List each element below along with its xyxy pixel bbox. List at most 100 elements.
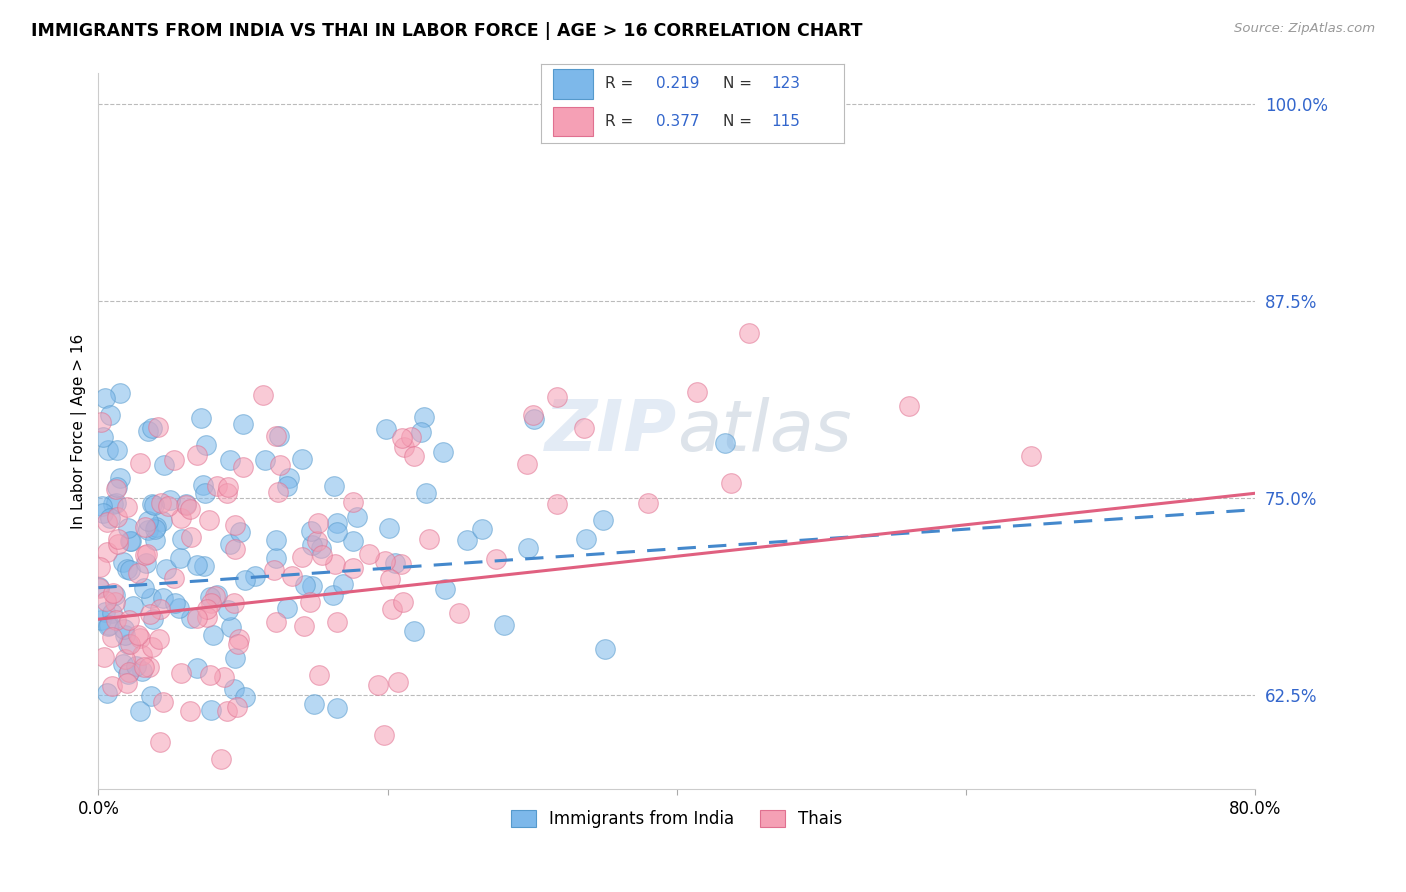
Point	[263, 563, 285, 577]
Point	[266, 428, 288, 442]
Point	[325, 524, 347, 539]
Point	[105, 483, 128, 497]
Point	[97, 443, 120, 458]
Point	[117, 521, 139, 535]
Point	[522, 412, 544, 426]
Point	[101, 586, 124, 600]
Point	[128, 456, 150, 470]
Text: ZIP: ZIP	[544, 397, 676, 466]
Point	[232, 417, 254, 431]
Point	[169, 665, 191, 680]
Point	[301, 538, 323, 552]
Point	[94, 593, 117, 607]
Point	[142, 612, 165, 626]
Point	[342, 533, 364, 548]
Point	[93, 649, 115, 664]
Point	[97, 619, 120, 633]
Y-axis label: In Labor Force | Age > 16: In Labor Force | Age > 16	[72, 334, 87, 529]
Point	[179, 704, 201, 718]
Point	[194, 486, 217, 500]
Point	[384, 557, 406, 571]
Point	[267, 485, 290, 500]
Point	[204, 589, 226, 603]
Point	[89, 560, 111, 574]
Point	[105, 442, 128, 457]
Point	[299, 595, 322, 609]
Point	[118, 563, 141, 577]
Point	[276, 601, 298, 615]
Point	[387, 674, 409, 689]
Text: R =: R =	[605, 114, 638, 129]
Point	[367, 678, 389, 692]
Point	[152, 591, 174, 605]
Point	[391, 431, 413, 445]
Point	[197, 513, 219, 527]
Point	[101, 680, 124, 694]
Point	[637, 496, 659, 510]
Point	[169, 551, 191, 566]
Point	[264, 615, 287, 629]
Point	[139, 591, 162, 605]
Point	[148, 420, 170, 434]
Text: 115: 115	[770, 114, 800, 129]
Point	[186, 558, 208, 572]
Point	[186, 661, 208, 675]
Point	[402, 624, 425, 638]
Point	[471, 522, 494, 536]
Point	[311, 548, 333, 562]
Point	[447, 606, 470, 620]
Point	[94, 391, 117, 405]
Point	[402, 449, 425, 463]
Point	[103, 497, 125, 511]
Point	[91, 506, 114, 520]
Point	[233, 574, 256, 588]
Point	[94, 605, 117, 619]
Point	[139, 689, 162, 703]
Point	[117, 637, 139, 651]
Point	[214, 670, 236, 684]
Point	[143, 533, 166, 548]
Point	[291, 452, 314, 467]
Point	[378, 521, 401, 535]
Point	[134, 582, 156, 596]
Point	[225, 699, 247, 714]
Point	[163, 571, 186, 585]
Point	[219, 453, 242, 467]
Point	[141, 640, 163, 654]
Point	[111, 555, 134, 569]
Text: 0.219: 0.219	[657, 77, 700, 91]
Point	[138, 607, 160, 622]
Point	[107, 537, 129, 551]
Point	[114, 652, 136, 666]
Point	[163, 596, 186, 610]
Point	[150, 514, 173, 528]
Point	[346, 510, 368, 524]
Point	[592, 513, 614, 527]
Point	[359, 547, 381, 561]
Point	[111, 657, 134, 672]
Point	[157, 499, 180, 513]
Point	[105, 496, 128, 510]
Point	[281, 569, 304, 583]
Text: N =: N =	[723, 114, 756, 129]
Point	[193, 559, 215, 574]
Point	[276, 479, 298, 493]
Bar	[554, 107, 593, 136]
Point	[155, 562, 177, 576]
Point	[522, 409, 544, 423]
Point	[434, 582, 457, 596]
Point	[222, 596, 245, 610]
Point	[738, 326, 761, 340]
Point	[294, 578, 316, 592]
Point	[136, 424, 159, 438]
Point	[153, 458, 176, 473]
Point	[332, 577, 354, 591]
Point	[142, 498, 165, 512]
Point	[374, 554, 396, 568]
Point	[135, 547, 157, 561]
Point	[484, 551, 506, 566]
Point	[326, 701, 349, 715]
Point	[148, 632, 170, 646]
Point	[90, 415, 112, 429]
Point	[714, 436, 737, 450]
